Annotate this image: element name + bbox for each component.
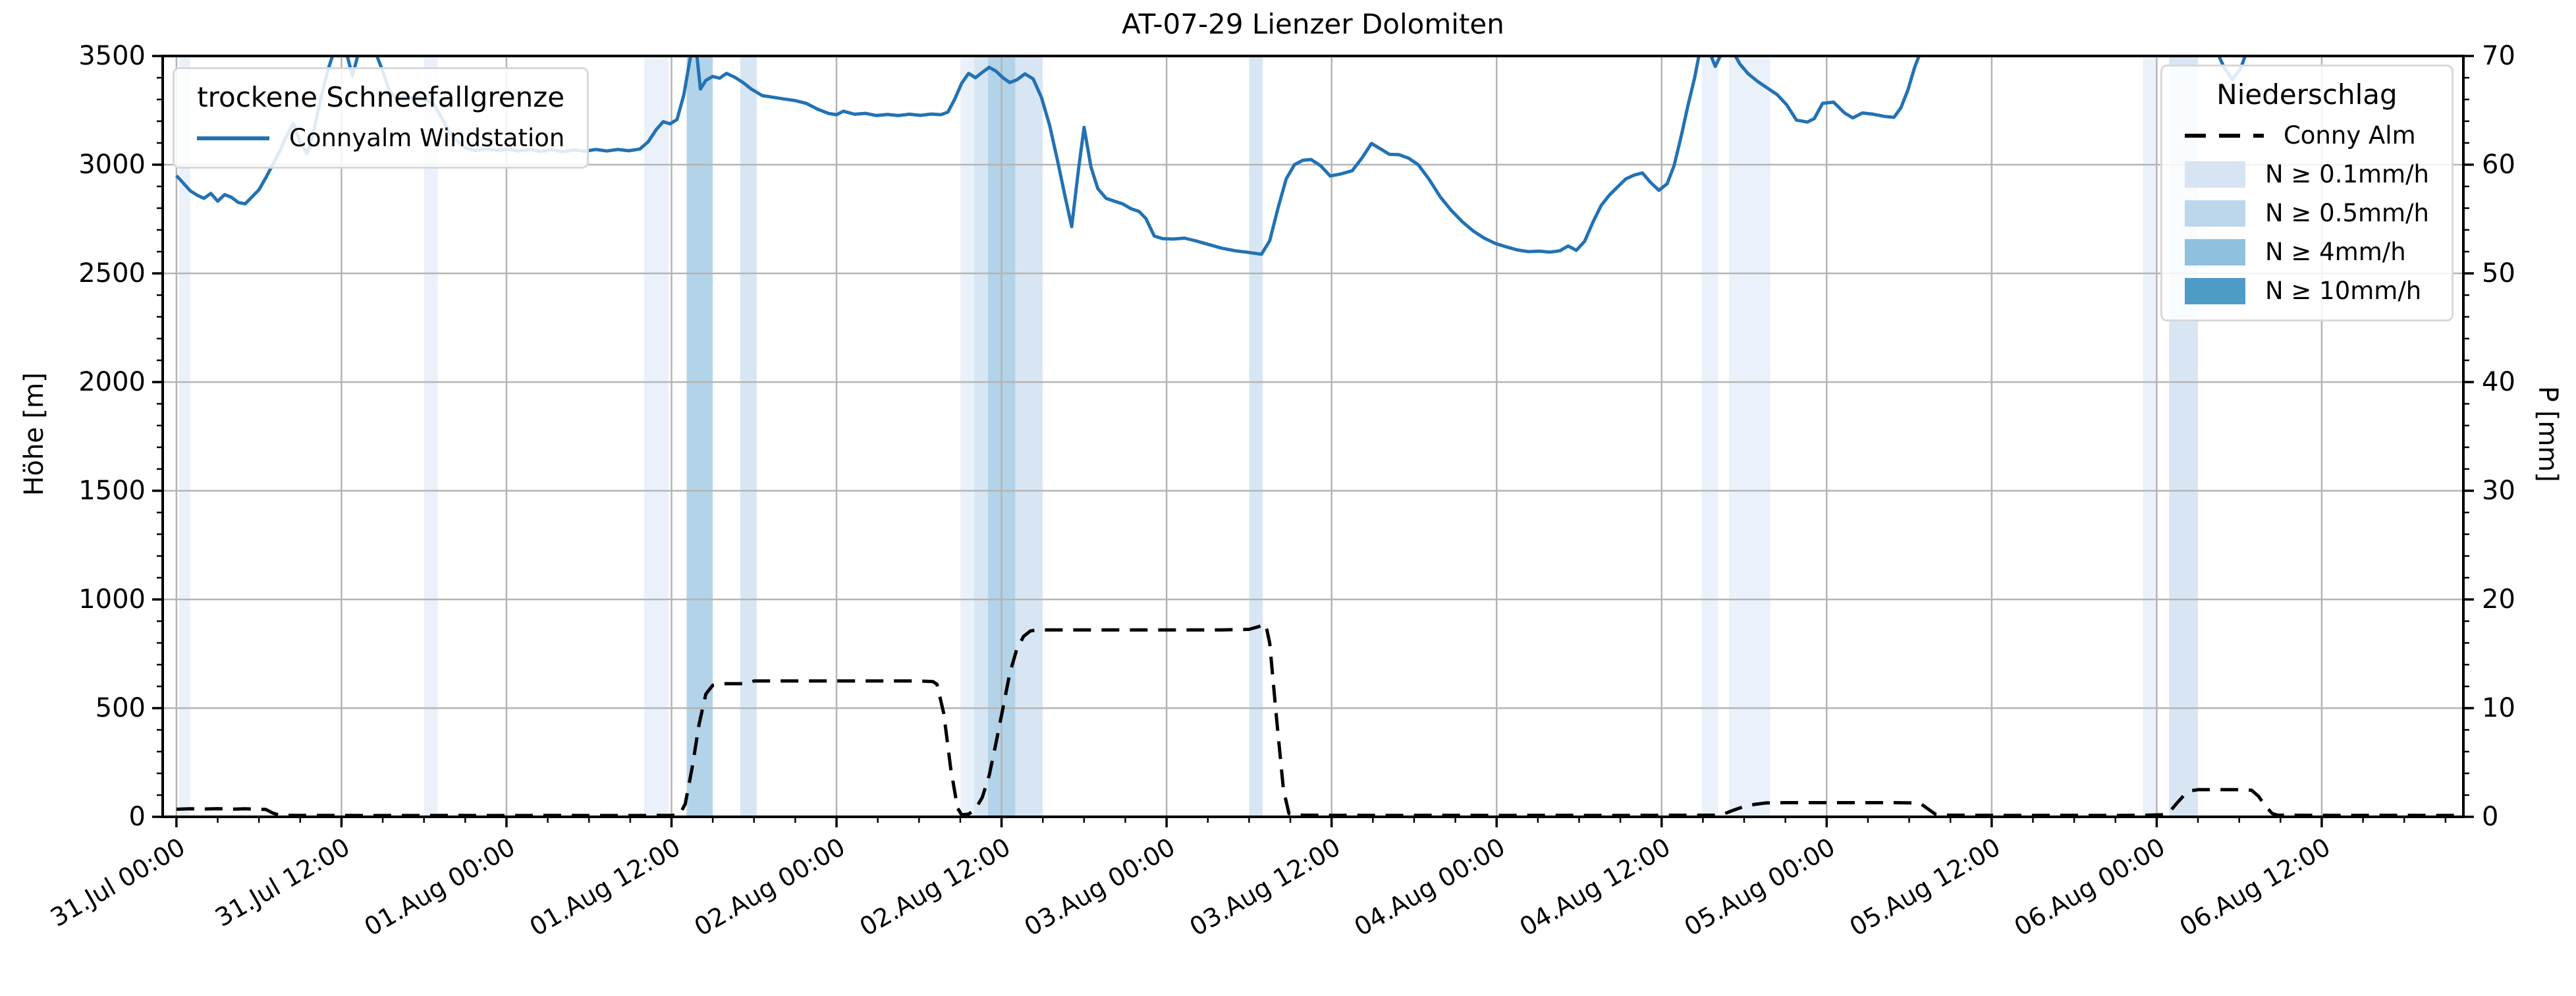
y-axis-label-right: P [mm] [2533, 385, 2563, 482]
precip-band-0.1 [1701, 56, 1718, 817]
precip-band-0.1 [2143, 56, 2157, 817]
gridlines [163, 56, 2463, 817]
precip-band-0.1 [424, 56, 438, 817]
y-left-tick-label: 1000 [78, 584, 146, 615]
y-left-tick-label: 3500 [78, 41, 146, 71]
precip-band-4 [686, 56, 713, 817]
y-left-tick-label: 0 [128, 802, 146, 832]
precip-band-0.5 [740, 56, 757, 817]
legend-item-label: N ≥ 10mm/h [2264, 277, 2422, 305]
precip-10-patch-icon [2184, 277, 2245, 304]
y-right-tick-label: 20 [2482, 584, 2515, 615]
y-left-tick-label: 2000 [78, 367, 146, 397]
y-right-tick-label: 70 [2482, 41, 2515, 71]
legend-item-label: Connyalm Windstation [289, 124, 565, 152]
precip-0.5-patch-icon [2184, 200, 2245, 227]
precip-band-0.1 [644, 56, 669, 817]
legend-snowline: trockene Schneefallgrenze Connyalm Winds… [173, 67, 589, 169]
y-right-tick-label: 60 [2482, 150, 2515, 180]
precip-4-patch-icon [2184, 238, 2245, 265]
precip-band-0.5 [1249, 56, 1263, 817]
y-left-tick-label: 3000 [78, 150, 146, 180]
precip-band-0.1 [179, 56, 190, 817]
legend-precip-title: Niederschlag [2216, 78, 2398, 111]
legend-item-label: Conny Alm [2283, 121, 2416, 150]
precip-band-0.5 [1015, 56, 1043, 817]
precip-band-0.1 [1729, 56, 1770, 817]
legend-item-n-4: N ≥ 4mm/h [2184, 238, 2429, 266]
plot-spines [161, 55, 2465, 818]
chart-plot-area [152, 55, 2474, 827]
figure: AT-07-29 Lienzer Dolomiten Höhe [m] P [m… [19, 8, 2563, 942]
y-right-tick-label: 40 [2482, 367, 2515, 397]
series-precip-conny-alm [176, 622, 2457, 817]
legend-item-n-0.1: N ≥ 0.1mm/h [2184, 160, 2429, 188]
legend-snowline-title: trockene Schneefallgrenze [197, 81, 565, 113]
solid-line-swatch-icon [197, 136, 269, 140]
precip-band-0.1 [960, 56, 974, 817]
legend-item-n-10: N ≥ 10mm/h [2184, 277, 2429, 305]
legend-item-conny-alm: Conny Alm [2184, 121, 2429, 150]
legend-item-label: N ≥ 0.1mm/h [2264, 160, 2429, 188]
precip-band-0.5 [973, 56, 988, 817]
axis-ticks [152, 55, 2474, 827]
y-right-tick-label: 30 [2482, 476, 2515, 506]
legend-item-n-0.5: N ≥ 0.5mm/h [2184, 199, 2429, 227]
dashed-line-swatch-icon [2184, 133, 2264, 138]
legend-item-label: N ≥ 0.5mm/h [2264, 199, 2429, 227]
y-right-tick-label: 0 [2482, 802, 2499, 832]
legend-precip: Niederschlag Conny Alm N ≥ 0.1mm/h N ≥ 0… [2160, 65, 2453, 321]
y-axis-label-left: Höhe [m] [19, 372, 49, 496]
y-left-tick-label: 1500 [78, 476, 146, 506]
precip-0.1-patch-icon [2184, 161, 2245, 188]
legend-item-label: N ≥ 4mm/h [2264, 238, 2406, 266]
y-left-tick-label: 500 [95, 693, 146, 723]
legend-item-connyalm: Connyalm Windstation [197, 124, 564, 152]
y-right-tick-label: 10 [2482, 693, 2515, 723]
y-left-tick-label: 2500 [78, 258, 146, 289]
page-title: AT-07-29 Lienzer Dolomiten [1122, 8, 1504, 40]
precip-bands [179, 56, 2199, 817]
y-right-tick-label: 50 [2482, 258, 2515, 289]
